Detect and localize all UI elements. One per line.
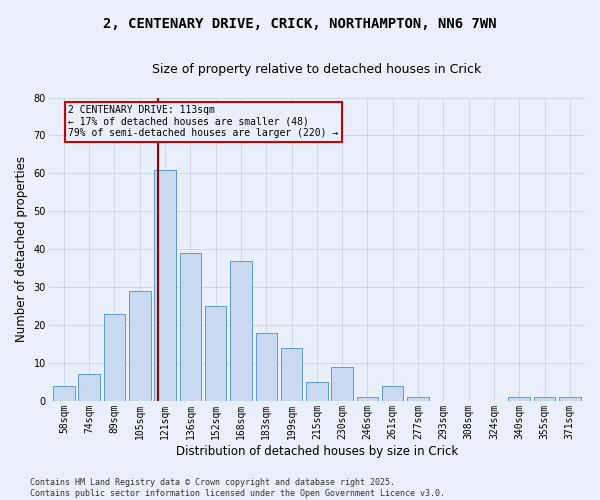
Text: Contains HM Land Registry data © Crown copyright and database right 2025.
Contai: Contains HM Land Registry data © Crown c…	[30, 478, 445, 498]
Bar	[331, 367, 353, 401]
Bar	[179, 253, 201, 401]
Bar	[256, 332, 277, 401]
Title: Size of property relative to detached houses in Crick: Size of property relative to detached ho…	[152, 62, 481, 76]
Y-axis label: Number of detached properties: Number of detached properties	[15, 156, 28, 342]
X-axis label: Distribution of detached houses by size in Crick: Distribution of detached houses by size …	[176, 444, 458, 458]
Bar	[154, 170, 176, 401]
Bar	[53, 386, 74, 401]
Bar	[79, 374, 100, 401]
Bar	[205, 306, 226, 401]
Bar	[508, 397, 530, 401]
Bar	[281, 348, 302, 401]
Bar	[534, 397, 555, 401]
Text: 2, CENTENARY DRIVE, CRICK, NORTHAMPTON, NN6 7WN: 2, CENTENARY DRIVE, CRICK, NORTHAMPTON, …	[103, 18, 497, 32]
Bar	[382, 386, 403, 401]
Bar	[407, 397, 429, 401]
Bar	[230, 260, 252, 401]
Bar	[306, 382, 328, 401]
Bar	[129, 291, 151, 401]
Bar	[356, 397, 378, 401]
Bar	[104, 314, 125, 401]
Bar	[559, 397, 581, 401]
Text: 2 CENTENARY DRIVE: 113sqm
← 17% of detached houses are smaller (48)
79% of semi-: 2 CENTENARY DRIVE: 113sqm ← 17% of detac…	[68, 105, 338, 138]
